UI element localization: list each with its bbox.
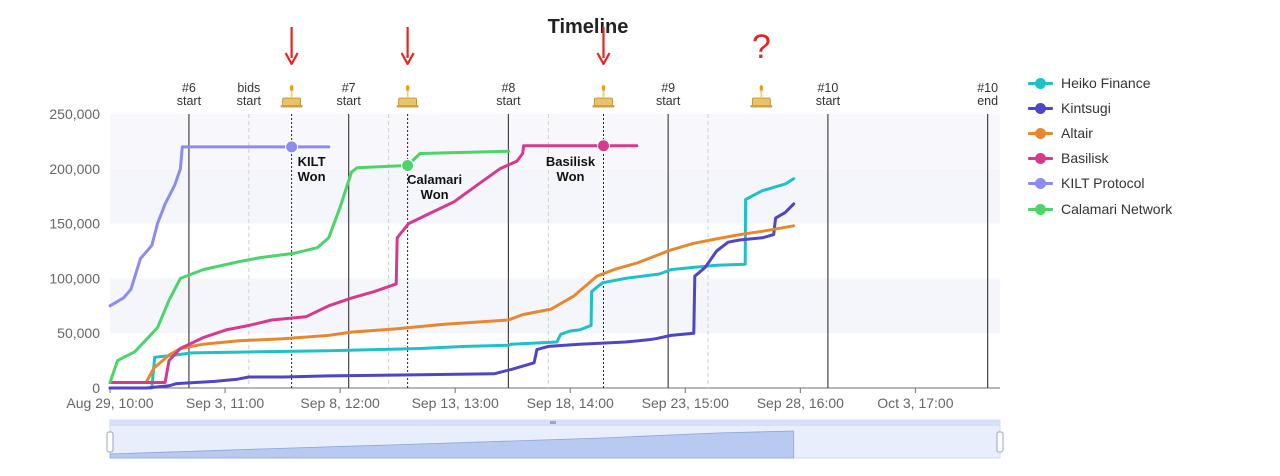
marker-label: start xyxy=(656,94,681,108)
cake-body xyxy=(282,97,302,107)
series-line-altair xyxy=(108,224,796,384)
legend-label-kintsugi: Kintsugi xyxy=(1061,99,1111,116)
cake-plate xyxy=(592,105,615,108)
cake-icon xyxy=(280,85,303,108)
winner-label: Calamari xyxy=(407,172,462,187)
marker-label: start xyxy=(177,94,202,108)
marker-label: start xyxy=(237,94,262,108)
arrow-head xyxy=(284,52,299,66)
overview-handle-left[interactable] xyxy=(106,431,114,453)
chart-title: Timeline xyxy=(548,16,629,38)
cake-plate xyxy=(280,105,303,108)
marker-label: #10 xyxy=(977,81,998,95)
marker-label: bids xyxy=(237,81,260,95)
cake-icon xyxy=(592,85,615,108)
legend-swatch-kilt-protocol xyxy=(1028,176,1053,190)
legend-item-kintsugi[interactable]: Kintsugi xyxy=(1028,95,1172,120)
y-tick-label: 100,000 xyxy=(49,270,100,286)
legend-item-basilisk[interactable]: Basilisk xyxy=(1028,146,1172,171)
cake-flame xyxy=(601,85,606,91)
marker-label: #9 xyxy=(661,81,675,95)
marker-label: start xyxy=(816,94,841,108)
x-tick-label: Aug 29, 10:00 xyxy=(66,395,153,411)
legend-swatch-heiko-finance xyxy=(1028,76,1053,90)
winner-dot xyxy=(596,139,610,153)
grid-band xyxy=(110,168,1000,224)
cake-icon xyxy=(750,85,773,108)
x-tick-label: Sep 13, 13:00 xyxy=(412,395,499,411)
winner-label: Won xyxy=(557,169,585,184)
overview-handle-right[interactable] xyxy=(996,431,1004,453)
winner-label: Won xyxy=(298,169,326,184)
marker-label: #8 xyxy=(501,81,515,95)
chart-legend: Heiko Finance Kintsugi Altair Basilisk K… xyxy=(1028,70,1172,221)
arrow-head xyxy=(400,52,415,66)
cake-flame xyxy=(759,85,764,91)
cake-plate xyxy=(750,105,773,108)
question-mark: ? xyxy=(752,28,771,66)
legend-swatch-basilisk xyxy=(1028,151,1053,165)
legend-label-kilt-protocol: KILT Protocol xyxy=(1061,175,1145,192)
y-tick-label: 0 xyxy=(92,380,100,396)
series-line-heiko-finance xyxy=(108,177,796,390)
series-line-calamari-network xyxy=(108,149,510,384)
arrow-head xyxy=(596,52,611,66)
cake-plate xyxy=(396,105,419,108)
y-tick-label: 50,000 xyxy=(57,325,100,341)
cake-flame xyxy=(289,85,294,91)
winner-dot xyxy=(285,140,299,154)
series-line-kilt-protocol xyxy=(108,145,331,308)
y-tick-label: 250,000 xyxy=(49,106,100,122)
cake-flame xyxy=(405,85,410,91)
marker-label: #7 xyxy=(342,81,356,95)
cake-body xyxy=(751,97,771,107)
cake-candle xyxy=(406,90,409,98)
grid-band xyxy=(110,114,1000,169)
marker-label: start xyxy=(496,94,521,108)
legend-item-kilt-protocol[interactable]: KILT Protocol xyxy=(1028,171,1172,196)
marker-label: #6 xyxy=(182,81,196,95)
x-tick-label: Oct 3, 17:00 xyxy=(877,395,953,411)
legend-swatch-calamari-network xyxy=(1028,202,1053,216)
series-line-kintsugi xyxy=(108,202,796,390)
overview-area xyxy=(109,430,795,459)
marker-label: end xyxy=(977,94,998,108)
legend-item-altair[interactable]: Altair xyxy=(1028,120,1172,145)
winner-label: Basilisk xyxy=(546,154,596,169)
cake-icon xyxy=(396,85,419,108)
legend-swatch-kintsugi xyxy=(1028,101,1053,115)
cake-candle xyxy=(602,90,605,98)
y-tick-label: 200,000 xyxy=(49,161,100,177)
x-tick-label: Sep 28, 16:00 xyxy=(757,395,844,411)
legend-item-calamari-network[interactable]: Calamari Network xyxy=(1028,196,1172,221)
legend-swatch-altair xyxy=(1028,126,1053,140)
legend-label-basilisk: Basilisk xyxy=(1061,150,1109,167)
y-tick-label: 150,000 xyxy=(49,216,100,232)
cake-candle xyxy=(290,90,293,98)
winner-label: KILT xyxy=(298,154,326,169)
legend-label-calamari-network: Calamari Network xyxy=(1061,200,1173,217)
winner-label: Won xyxy=(421,187,449,202)
cake-candle xyxy=(760,90,763,98)
cake-body xyxy=(398,97,418,107)
winner-dot xyxy=(401,159,415,173)
series-line-basilisk xyxy=(108,144,639,384)
marker-label: start xyxy=(337,94,362,108)
legend-label-altair: Altair xyxy=(1061,124,1093,141)
x-tick-label: Sep 8, 12:00 xyxy=(300,395,380,411)
legend-label-heiko-finance: Heiko Finance xyxy=(1061,74,1151,91)
legend-item-heiko-finance[interactable]: Heiko Finance xyxy=(1028,70,1172,95)
cake-body xyxy=(594,97,613,107)
marker-label: #10 xyxy=(817,81,838,95)
x-tick-label: Sep 23, 15:00 xyxy=(642,395,729,411)
x-tick-label: Sep 18, 14:00 xyxy=(527,395,614,411)
x-tick-label: Sep 3, 11:00 xyxy=(186,395,265,411)
overview-grip xyxy=(550,421,556,424)
